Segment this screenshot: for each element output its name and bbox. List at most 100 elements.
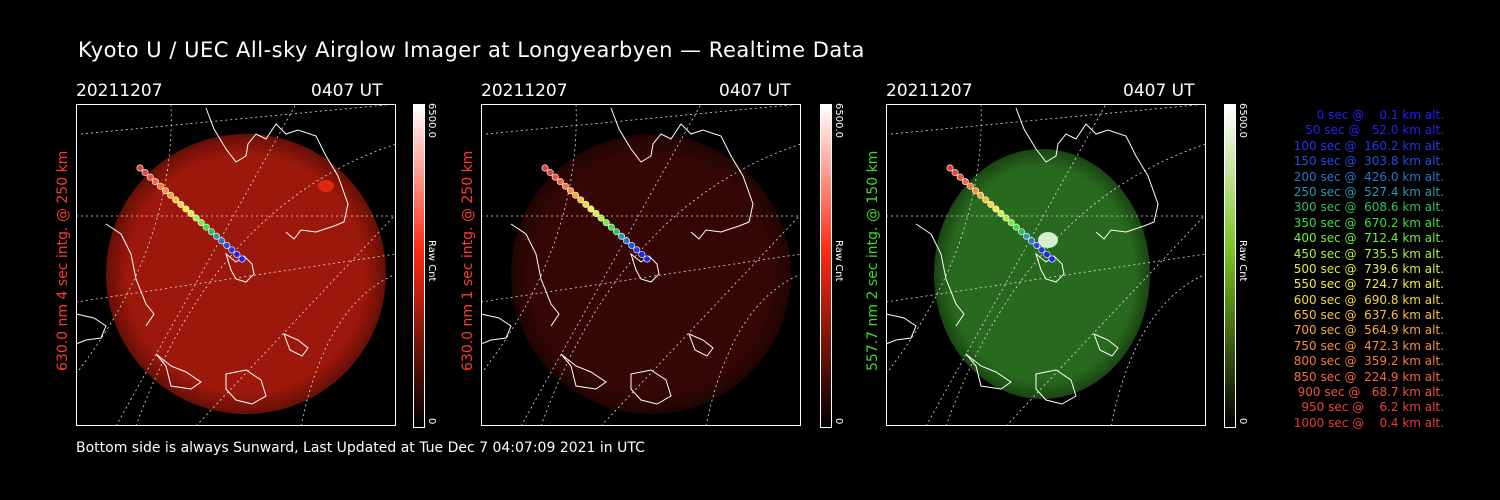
allsky-map-2 <box>481 104 801 426</box>
track-point <box>992 205 1000 213</box>
track-point <box>1048 255 1056 263</box>
track-point <box>146 173 154 181</box>
panel-1-cbar-min: 0 <box>426 418 437 425</box>
panel-2-image <box>481 104 801 426</box>
track-point <box>561 182 569 190</box>
track-point <box>607 223 615 231</box>
track-point <box>951 169 959 177</box>
panel-3-cbar-label: Raw Cnt <box>1237 240 1248 282</box>
legend-entry: 600 sec @ 690.8 km alt. <box>1289 292 1444 307</box>
track-point <box>612 228 620 236</box>
track-point <box>623 237 631 245</box>
track-point <box>207 228 215 236</box>
panel-3-side-label: 557.7 nm 2 sec intg. @ 150 km <box>865 150 881 371</box>
track-point <box>618 232 626 240</box>
allsky-map-1 <box>76 104 396 426</box>
panel-3-time: 0407 UT <box>1123 81 1195 101</box>
legend-entry: 1000 sec @ 0.4 km alt. <box>1293 415 1444 430</box>
track-point <box>177 200 185 208</box>
legend-entry: 450 sec @ 735.5 km alt. <box>1289 246 1444 261</box>
panel-1-date: 20211207 <box>76 81 163 101</box>
panel-2-side-label: 630.0 nm 1 sec intg. @ 250 km <box>460 150 476 371</box>
track-point <box>1043 250 1051 258</box>
track-point <box>1033 241 1041 249</box>
track-point <box>172 196 180 204</box>
track-point <box>972 187 980 195</box>
track-point <box>966 182 974 190</box>
track-point <box>202 223 210 231</box>
legend-entry: 850 sec @ 224.9 km alt. <box>1289 369 1444 384</box>
track-point <box>156 182 164 190</box>
track-point <box>638 250 646 258</box>
track-point <box>223 241 231 249</box>
track-point <box>633 246 641 254</box>
legend-entry: 100 sec @ 160.2 km alt. <box>1289 138 1444 153</box>
allsky-map-3 <box>886 104 1206 426</box>
track-point <box>546 169 554 177</box>
allsky-image <box>106 134 386 414</box>
panel-1-cbar-max: 6500.0 <box>426 103 437 138</box>
track-point <box>597 214 605 222</box>
track-point <box>1023 232 1031 240</box>
track-point <box>151 178 159 186</box>
panel-3-image <box>886 104 1206 426</box>
track-point <box>1002 214 1010 222</box>
track-point <box>182 205 190 213</box>
track-point <box>572 191 580 199</box>
panel-1-image <box>76 104 396 426</box>
track-point <box>1012 223 1020 231</box>
panel-1-side-label: 630.0 nm 4 sec intg. @ 250 km <box>55 150 71 371</box>
track-point <box>218 237 226 245</box>
track-point <box>956 173 964 181</box>
track-point <box>167 191 175 199</box>
panel-2-time: 0407 UT <box>719 81 791 101</box>
track-point <box>997 210 1005 218</box>
allsky-image <box>511 134 791 414</box>
panel-3-cbar-max: 6500.0 <box>1237 103 1248 138</box>
track-point <box>1028 237 1036 245</box>
panel-1-cbar-label: Raw Cnt <box>426 240 437 282</box>
legend-entry: 150 sec @ 303.8 km alt. <box>1289 154 1444 169</box>
legend-entry: 300 sec @ 608.6 km alt. <box>1289 200 1444 215</box>
altitude-legend: 0 sec @ 0.1 km alt. 50 sec @ 52.0 km alt… <box>1262 108 1444 431</box>
legend-entry: 750 sec @ 472.3 km alt. <box>1289 338 1444 353</box>
panel-2-cbar-max: 6500.0 <box>833 103 844 138</box>
legend-entry: 900 sec @ 68.7 km alt. <box>1293 385 1444 400</box>
track-point <box>977 191 985 199</box>
panel-3-date: 20211207 <box>886 81 973 101</box>
track-point <box>233 250 241 258</box>
track-point <box>602 219 610 227</box>
track-point <box>587 205 595 213</box>
track-point <box>1038 246 1046 254</box>
legend-entry: 800 sec @ 359.2 km alt. <box>1289 354 1444 369</box>
legend-entry: 350 sec @ 670.2 km alt. <box>1289 215 1444 230</box>
legend-entry: 0 sec @ 0.1 km alt. <box>1305 108 1444 122</box>
track-point <box>567 187 575 195</box>
legend-entry: 550 sec @ 724.7 km alt. <box>1289 277 1444 292</box>
legend-entry: 950 sec @ 6.2 km alt. <box>1297 400 1444 415</box>
track-point <box>192 214 200 222</box>
track-point <box>987 200 995 208</box>
page-title: Kyoto U / UEC All-sky Airglow Imager at … <box>78 38 865 62</box>
panel-1-time: 0407 UT <box>311 81 383 101</box>
track-point <box>162 187 170 195</box>
track-point <box>541 164 549 172</box>
track-point <box>1017 228 1025 236</box>
track-point <box>136 164 144 172</box>
track-point <box>643 255 651 263</box>
track-point <box>228 246 236 254</box>
legend-entry: 650 sec @ 637.6 km alt. <box>1289 308 1444 323</box>
panel-2-cbar-min: 0 <box>833 418 844 425</box>
track-point <box>141 169 149 177</box>
legend-entry: 500 sec @ 739.6 km alt. <box>1289 261 1444 276</box>
track-point <box>187 210 195 218</box>
track-point <box>946 164 954 172</box>
allsky-image <box>934 149 1150 399</box>
track-point <box>238 255 246 263</box>
track-point <box>628 241 636 249</box>
panel-3-colorbar <box>1224 104 1236 428</box>
track-point <box>582 200 590 208</box>
track-point <box>577 196 585 204</box>
track-point <box>551 173 559 181</box>
legend-entry: 250 sec @ 527.4 km alt. <box>1289 184 1444 199</box>
